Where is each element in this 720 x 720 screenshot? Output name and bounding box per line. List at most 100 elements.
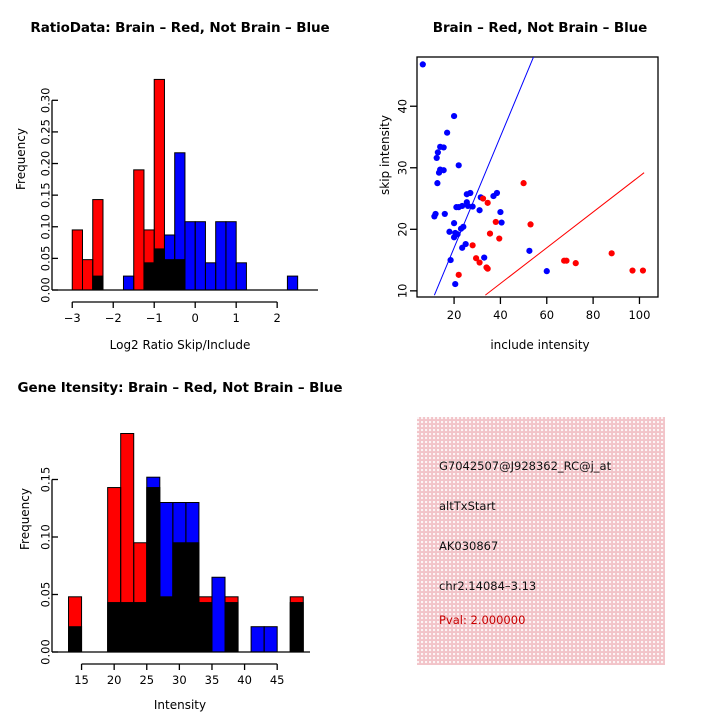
- scatter-point: [419, 61, 426, 68]
- info-accession: AK030867: [439, 539, 499, 553]
- ratio-bar: [143, 262, 155, 291]
- ratio-histogram-plot: 0.00 0.05 0.10 0.15 0.20 0.25 0.30 −3 −2 −1 0 1 2: [39, 78, 318, 325]
- ratio-bar: [286, 275, 299, 291]
- scatter-point: [452, 280, 459, 288]
- scatter-point: [472, 255, 480, 262]
- scatter-ylabel: skip intensity: [378, 115, 392, 195]
- scatter-point: [481, 254, 488, 261]
- ratio-y-tick-label: 0.25: [39, 119, 53, 145]
- scatter-xlabel: include intensity: [490, 338, 590, 352]
- scatter-point: [455, 271, 462, 278]
- scatter-point: [463, 191, 470, 198]
- scatter-point: [498, 219, 505, 226]
- gene-bar: [250, 626, 265, 653]
- panel-intensity-scatter: Brain – Red, Not Brain – Blue include in…: [360, 0, 720, 360]
- gene-bar: [198, 602, 213, 653]
- scatter-point: [520, 180, 527, 187]
- gene-y-tick-label: 0.05: [39, 582, 53, 608]
- scatter-point: [457, 225, 465, 232]
- scatter-point: [476, 259, 483, 266]
- ratio-bars: [71, 78, 299, 291]
- gene-bar: [146, 476, 161, 653]
- scatter-point: [496, 235, 503, 242]
- scatter-x-tick-label: 80: [586, 308, 601, 322]
- gene-bar: [68, 626, 83, 653]
- gene-bar: [159, 502, 174, 653]
- scatter-point: [441, 210, 448, 218]
- panel-ratio-histogram: RatioData: Brain – Red, Not Brain – Blue…: [0, 0, 360, 360]
- scatter-point: [450, 234, 458, 241]
- gene-histogram-title: Gene Itensity: Brain – Red, Not Brain – …: [17, 380, 343, 396]
- scatter-point: [444, 129, 451, 136]
- scatter-point: [572, 260, 579, 267]
- scatter-plot-frame: [416, 56, 659, 298]
- gene-bar: [107, 602, 122, 653]
- gene-x-tick-label: 40: [237, 673, 252, 687]
- gene-bar: [263, 626, 278, 653]
- scatter-y-tick-label: 40: [396, 99, 410, 114]
- ratio-bar: [133, 169, 145, 291]
- ratio-x-tick-label: −2: [105, 311, 122, 325]
- panel-gene-intensity-histogram: Gene Itensity: Brain – Red, Not Brain – …: [0, 360, 360, 720]
- scatter-point: [492, 218, 499, 226]
- ratio-y-tick-label: 0.00: [39, 277, 53, 303]
- scatter-point: [431, 213, 438, 220]
- ratio-bar: [215, 221, 227, 291]
- gene-info-box: G7042507@J928362_RC@j_at altTxStart AK03…: [417, 417, 665, 665]
- scatter-point: [608, 250, 615, 257]
- scatter-point: [497, 208, 504, 216]
- info-event-type: altTxStart: [439, 499, 496, 513]
- gene-x-tick-label: 25: [139, 673, 154, 687]
- scatter-point: [464, 202, 472, 210]
- scatter-point: [484, 265, 491, 272]
- ratio-y-tick-label: 0.10: [39, 214, 53, 240]
- scatter-point: [433, 154, 440, 162]
- ratio-y-tick-label: 0.05: [39, 246, 53, 272]
- scatter-point: [469, 203, 476, 210]
- scatter-red-diagonal: [485, 172, 645, 296]
- scatter-point: [446, 228, 453, 235]
- gene-bar: [185, 502, 200, 653]
- gene-y-tick-label: 0.00: [39, 639, 53, 665]
- scatter-point: [469, 242, 476, 249]
- info-probe-id: G7042507@J928362_RC@j_at: [439, 459, 612, 473]
- gene-x-tick-label: 45: [270, 673, 285, 687]
- scatter-point: [527, 221, 534, 228]
- gene-bar: [133, 602, 148, 653]
- scatter-x-tick-label: 40: [493, 308, 508, 322]
- ratio-bar: [174, 152, 186, 291]
- scatter-point: [526, 247, 533, 254]
- ratio-bar: [71, 229, 83, 291]
- scatter-point: [440, 144, 447, 151]
- ratio-bar: [163, 234, 176, 291]
- scatter-x-tick-label: 100: [628, 308, 650, 322]
- gene-bar: [289, 602, 304, 653]
- scatter-point: [450, 112, 458, 120]
- ratio-bar: [225, 221, 237, 291]
- ratio-x-tick-label: −1: [146, 311, 163, 325]
- ratio-x-tick-label: 1: [233, 311, 240, 325]
- panel-gene-info: G7042507@J928362_RC@j_at altTxStart AK03…: [360, 360, 720, 720]
- gene-bar: [211, 576, 226, 653]
- scatter-point: [476, 207, 483, 214]
- scatter-point: [453, 204, 460, 211]
- scatter-point: [455, 162, 462, 169]
- gene-histogram-plot: 0.00 0.05 0.10 0.15 15 20 25 30 35 40 45: [39, 433, 310, 687]
- gene-bars: [68, 433, 304, 653]
- ratio-bar: [184, 221, 196, 291]
- ratio-bar: [153, 248, 165, 291]
- scatter-x-tick-label: 20: [447, 308, 462, 322]
- gene-y-tick-label: 0.15: [39, 467, 53, 493]
- gene-bar: [172, 502, 187, 653]
- ratio-x-tick-label: −3: [64, 311, 81, 325]
- info-locus: chr2.14084–3.13: [439, 579, 537, 593]
- scatter-content: [419, 57, 647, 296]
- scatter-point: [440, 167, 447, 174]
- scatter-point: [639, 267, 647, 274]
- scatter-point: [434, 180, 441, 187]
- gene-x-tick-label: 30: [172, 673, 187, 687]
- ratio-bar: [92, 275, 104, 291]
- scatter-y-tick-label: 20: [396, 222, 410, 237]
- ratio-y-tick-label: 0.30: [39, 87, 53, 113]
- gene-x-tick-label: 15: [74, 673, 89, 687]
